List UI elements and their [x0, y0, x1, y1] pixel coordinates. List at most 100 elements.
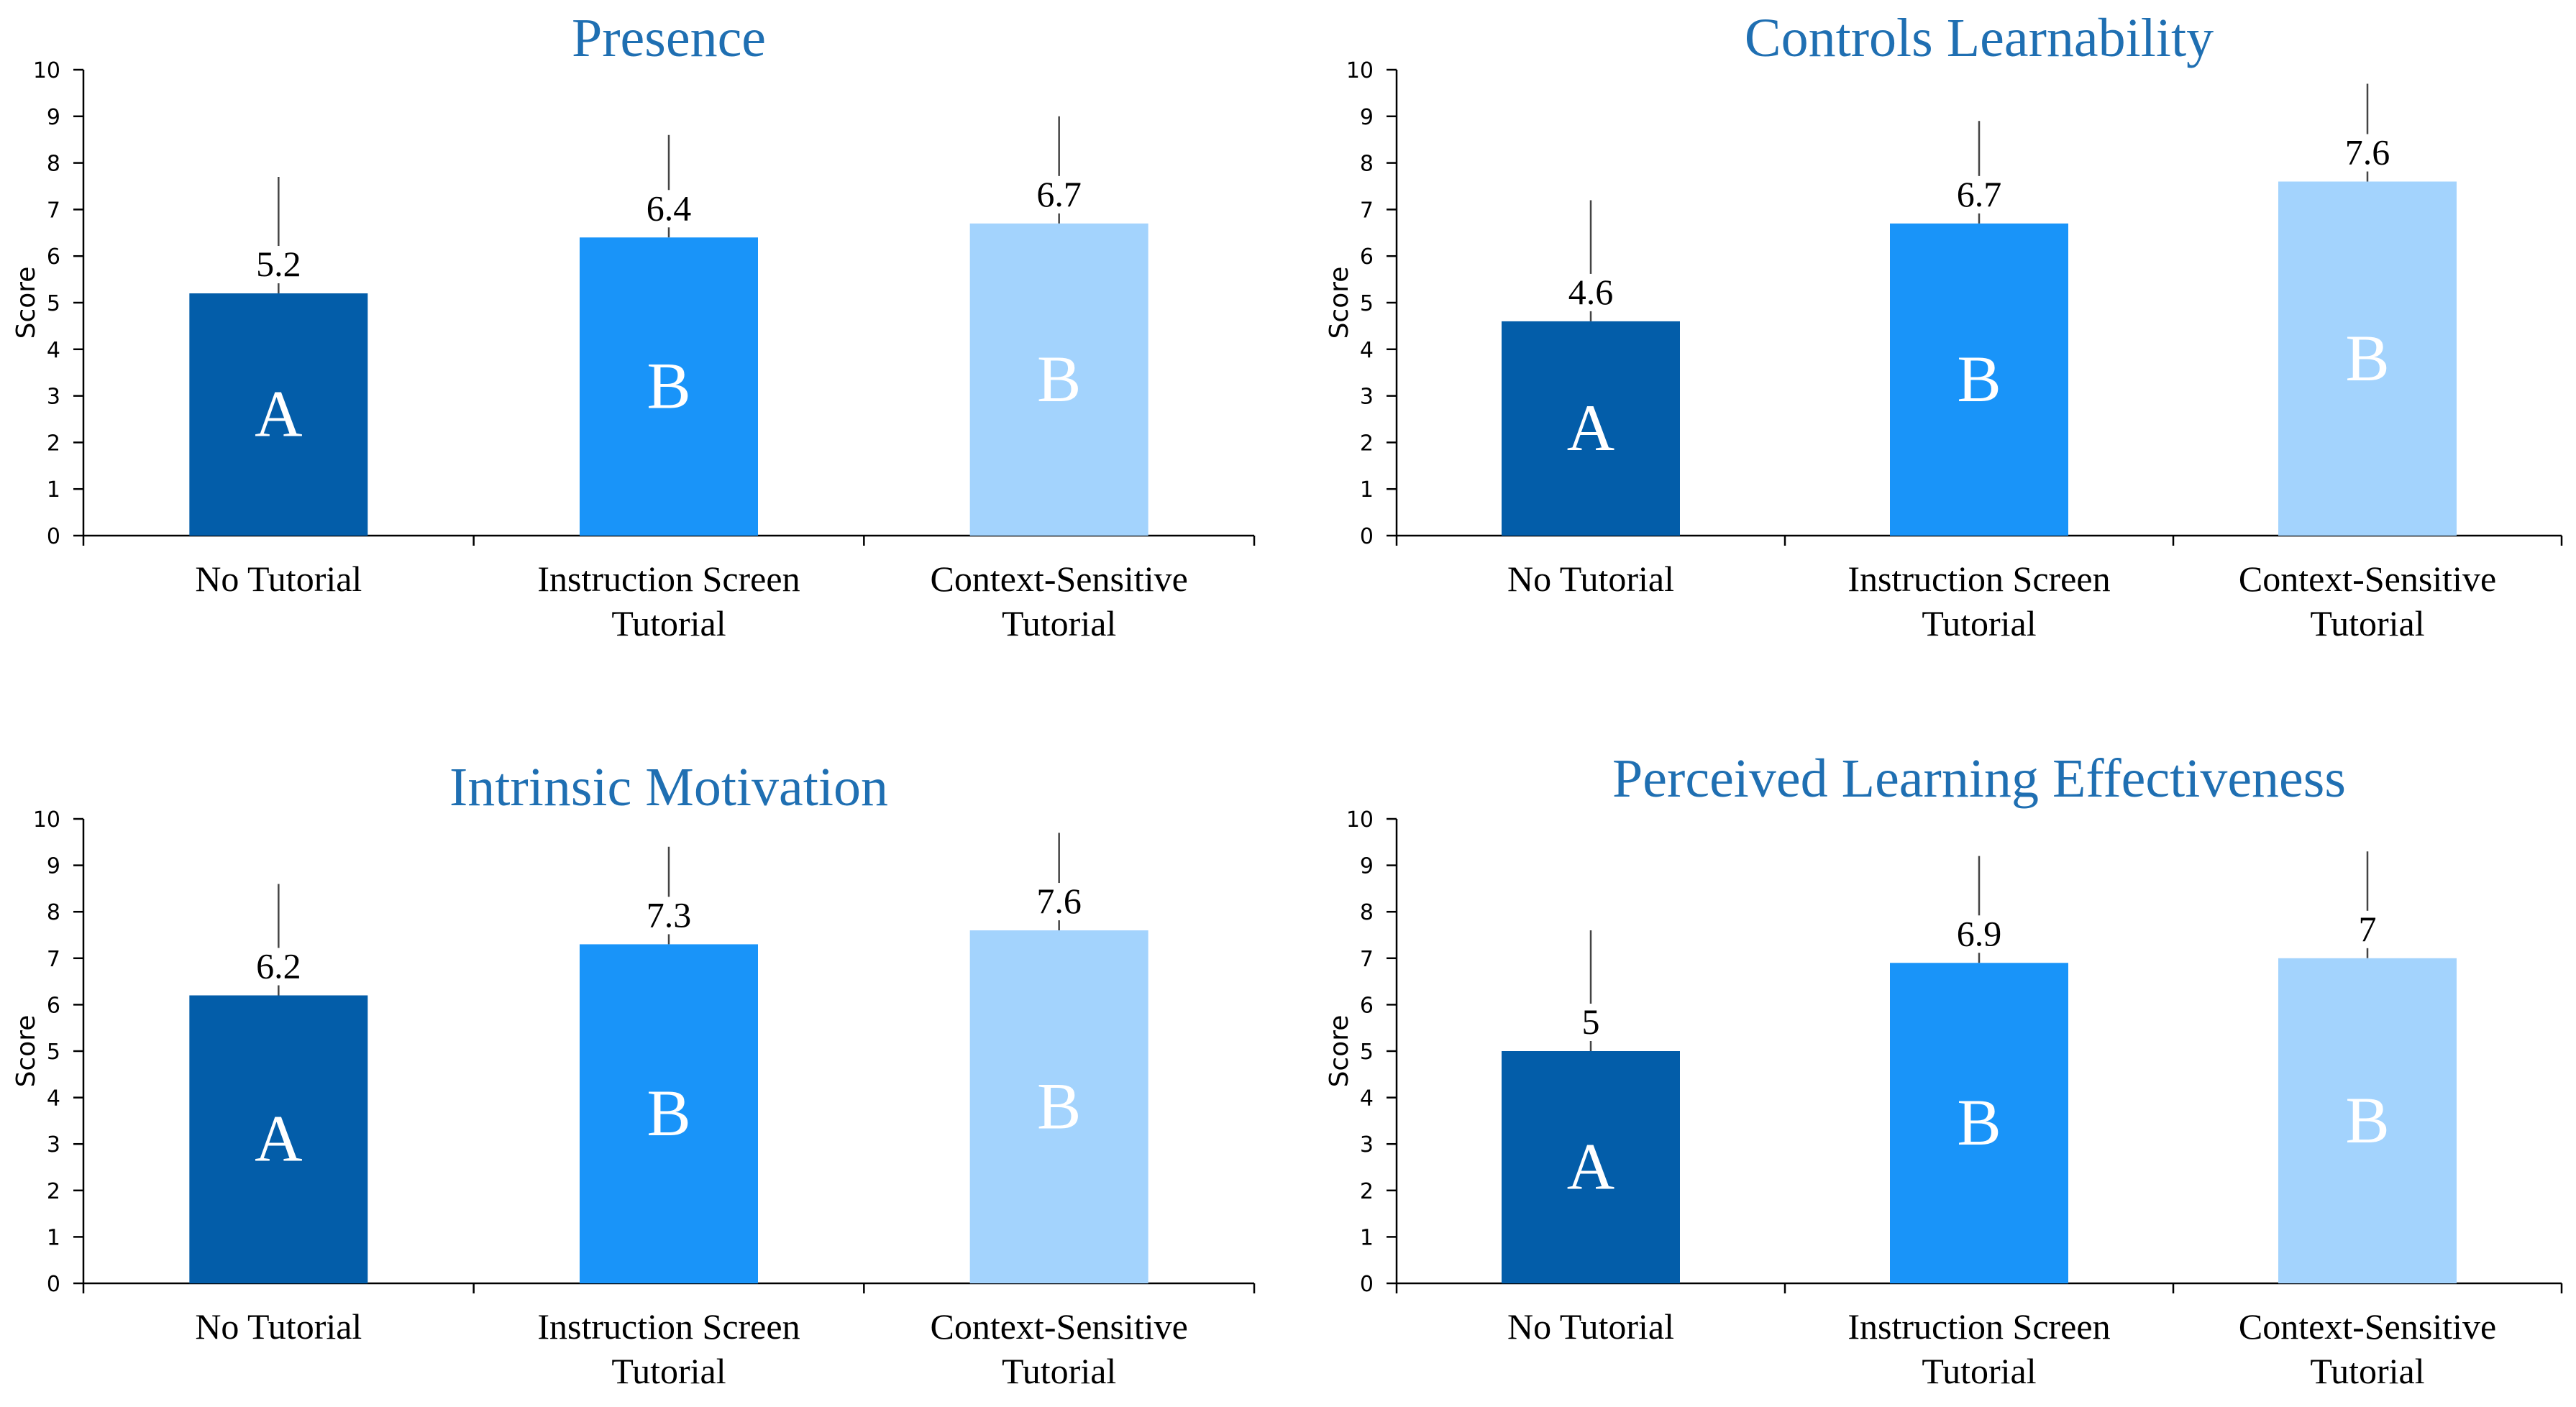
x-category-label: Instruction Screen: [1847, 559, 2110, 599]
y-tick-label: 0: [1360, 524, 1374, 549]
group-letter: B: [2345, 1083, 2389, 1157]
y-tick-label: 8: [47, 900, 60, 925]
y-tick-label: 0: [47, 1272, 60, 1297]
value-label-backing: [247, 246, 311, 284]
y-tick-label: 6: [1360, 244, 1374, 270]
y-tick-label: 6: [47, 993, 60, 1018]
y-tick-label: 1: [47, 1225, 60, 1250]
x-category-label: Tutorial: [1002, 603, 1116, 643]
group-letter: A: [255, 377, 302, 451]
chart-title: Intrinsic Motivation: [449, 757, 888, 817]
bar: [580, 944, 758, 1283]
chart-panel-2: Controls Learnability Score 0 1 2 3 4 5 6 7 8 9 10 4.…: [1325, 8, 2563, 643]
bar: [580, 237, 758, 536]
x-category-label: Instruction Screen: [537, 559, 800, 599]
y-tick-label: 3: [47, 1132, 60, 1158]
y-tick-label: 9: [47, 105, 60, 130]
y-axis-label: Score: [12, 1015, 41, 1088]
y-tick-label: 1: [1360, 1225, 1374, 1250]
y-tick-label: 7: [1360, 198, 1374, 223]
x-category-label: No Tutorial: [195, 1306, 362, 1347]
value-label: 7: [2359, 909, 2377, 949]
y-tick-label: 4: [47, 338, 60, 363]
chart-panel-3: Intrinsic Motivation Score 0 1 2 3 4 5 6 7 8 9 10 6.2…: [12, 757, 1256, 1391]
y-tick-label: 10: [1346, 58, 1374, 83]
x-category-label: Tutorial: [1002, 1351, 1116, 1391]
y-tick-label: 8: [1360, 152, 1374, 177]
y-axis-label: Score: [1325, 1015, 1354, 1088]
group-letter: B: [1957, 1086, 2001, 1159]
y-tick-label: 8: [1360, 900, 1374, 925]
chart-title: Presence: [572, 8, 766, 68]
bar: [969, 223, 1148, 536]
y-tick-label: 5: [1360, 291, 1374, 316]
y-tick-label: 7: [47, 947, 60, 972]
y-tick-label: 6: [1360, 993, 1374, 1018]
x-category-label: Context-Sensitive: [931, 559, 1188, 599]
y-tick-label: 9: [1360, 105, 1374, 130]
value-label-backing: [2336, 134, 2399, 172]
x-category-label: No Tutorial: [1507, 559, 1674, 599]
bar: [1502, 321, 1680, 536]
group-letter: A: [255, 1102, 302, 1175]
y-axis-label: Score: [12, 267, 41, 339]
y-tick-label: 10: [1346, 807, 1374, 833]
y-tick-label: 2: [1360, 431, 1374, 456]
group-letter: B: [2345, 321, 2389, 395]
x-category-label: Context-Sensitive: [2239, 1306, 2496, 1347]
group-letter: B: [647, 349, 690, 423]
y-tick-label: 7: [47, 198, 60, 223]
value-label: 6.4: [647, 188, 692, 228]
x-category-label: Tutorial: [611, 603, 726, 643]
value-label: 6.9: [1957, 913, 2002, 953]
x-category-label: Tutorial: [611, 1351, 726, 1391]
chart-title: Controls Learnability: [1745, 8, 2214, 68]
value-label-backing: [2336, 910, 2399, 948]
x-category-label: No Tutorial: [1507, 1306, 1674, 1347]
y-tick-label: 4: [47, 1086, 60, 1112]
bar: [1890, 223, 2068, 536]
x-category-label: Instruction Screen: [537, 1306, 800, 1347]
x-category-label: Tutorial: [1922, 1351, 2036, 1391]
bar: [2278, 181, 2457, 536]
x-category-label: Tutorial: [1922, 603, 2036, 643]
value-label-backing: [637, 190, 700, 228]
value-label-backing: [1559, 1004, 1622, 1041]
group-letter: A: [1567, 391, 1614, 464]
value-label-backing: [637, 897, 700, 935]
bar: [1890, 963, 2068, 1283]
group-letter: A: [1567, 1130, 1614, 1204]
y-tick-label: 1: [47, 477, 60, 503]
group-letter: B: [1037, 1070, 1081, 1143]
value-label: 6.2: [256, 945, 301, 986]
bar: [189, 995, 368, 1283]
x-category-label: Tutorial: [2310, 603, 2424, 643]
x-category-label: Context-Sensitive: [931, 1306, 1188, 1347]
y-tick-label: 0: [47, 524, 60, 549]
chart-panel-4: Perceived Learning Effectiveness Score 0 1 2…: [1325, 748, 2563, 1391]
y-tick-label: 4: [1360, 338, 1374, 363]
value-label: 7.3: [647, 894, 692, 935]
y-tick-label: 0: [1360, 1272, 1374, 1297]
chart-title: Perceived Learning Effectiveness: [1612, 748, 2346, 809]
y-tick-label: 7: [1360, 947, 1374, 972]
x-category-label: Context-Sensitive: [2239, 559, 2496, 599]
y-tick-label: 5: [1360, 1040, 1374, 1065]
value-label-backing: [1559, 273, 1622, 311]
y-tick-label: 10: [33, 58, 60, 83]
value-label-backing: [1947, 175, 2011, 214]
value-label: 7.6: [2345, 132, 2390, 173]
y-tick-label: 9: [47, 854, 60, 879]
x-category-label: Tutorial: [2310, 1351, 2424, 1391]
y-axis-label: Score: [1325, 267, 1354, 339]
y-tick-label: 3: [1360, 385, 1374, 410]
value-label-backing: [1027, 175, 1091, 214]
group-letter: B: [647, 1076, 690, 1150]
value-label-backing: [1947, 915, 2011, 953]
group-letter: B: [1037, 342, 1081, 416]
bar: [969, 930, 1148, 1283]
y-tick-label: 9: [1360, 854, 1374, 879]
value-label: 5.2: [256, 244, 301, 284]
y-tick-label: 2: [47, 431, 60, 456]
